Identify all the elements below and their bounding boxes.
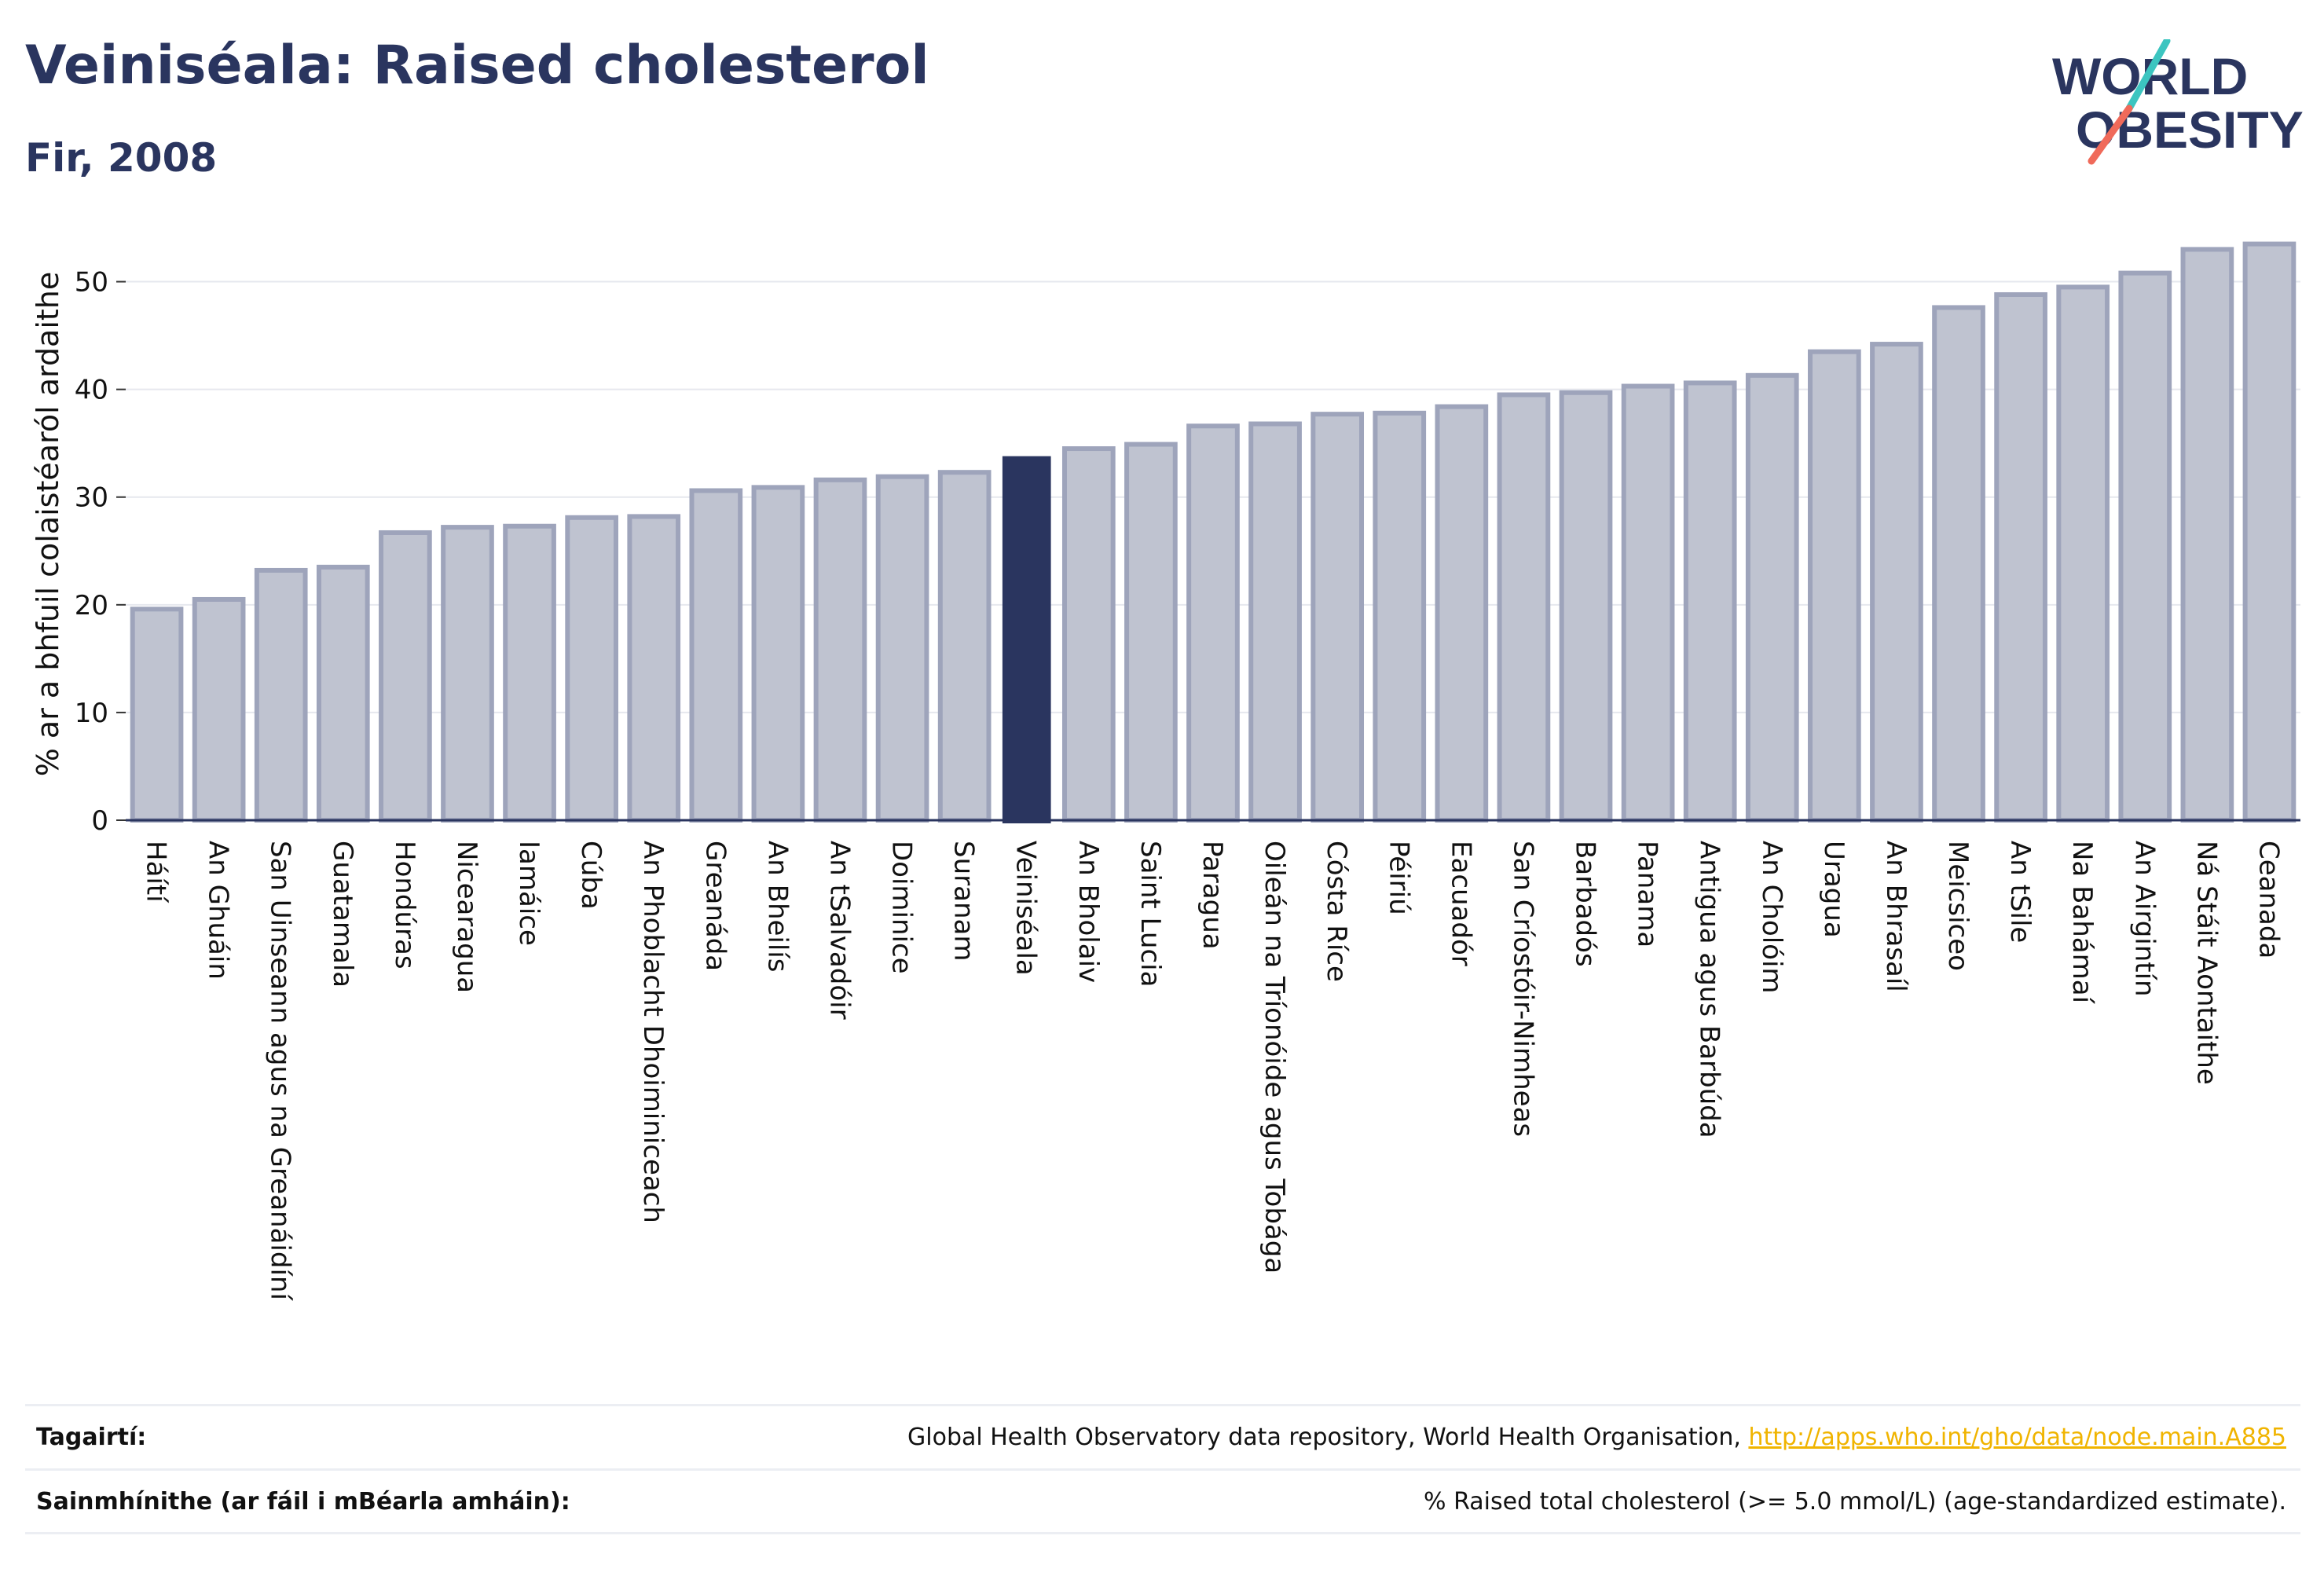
world-obesity-logo: WORLD OBESITY	[2052, 39, 2304, 165]
x-tick-label: An Bhrasaíl	[1880, 841, 1912, 992]
x-tick-label: Hondúras	[389, 841, 420, 969]
bar	[441, 525, 494, 823]
x-tick-label: Suranam	[948, 841, 980, 961]
bar	[1248, 421, 1302, 823]
y-tick-label: 0	[91, 805, 108, 837]
bar	[1745, 372, 1799, 823]
x-tick-label: San Uinseann agus na Greanáidíní	[265, 841, 296, 1301]
bar	[254, 567, 308, 823]
x-tick-label: Meicsiceo	[1942, 841, 1974, 971]
bar	[1683, 380, 1737, 823]
bar	[130, 607, 184, 823]
x-tick-label: Guatamala	[327, 841, 358, 988]
definitions-label: Sainmhínithe (ar fáil i mBéarla amháin):	[36, 1488, 570, 1516]
y-tick-label: 30	[75, 482, 108, 514]
x-tick-label: Panama	[1632, 841, 1663, 947]
bar	[813, 477, 867, 823]
logo-slash-teal	[2125, 39, 2171, 112]
x-tick-label: An Ghuáin	[203, 841, 234, 980]
bar	[1497, 392, 1551, 823]
x-tick-label: Iamáice	[513, 841, 544, 946]
y-tick-label: 10	[75, 698, 108, 729]
bar-chart: 0 10 20 30 40 50 % ar a bhfuil colaistéaról ar…	[31, 241, 2300, 1301]
bar	[1559, 390, 1613, 823]
x-tick-label: Péiriú	[1383, 841, 1414, 915]
bar	[1870, 342, 1923, 823]
references-link[interactable]: http://apps.who.int/gho/data/node.main.A…	[1748, 1424, 2286, 1451]
references-text: Global Health Observatory data repositor…	[907, 1424, 1749, 1451]
bar	[627, 514, 681, 823]
bar	[2242, 241, 2297, 823]
bar	[1932, 305, 1985, 823]
bar	[1621, 383, 1675, 823]
x-tick-label: An Airgintín	[2128, 841, 2160, 997]
x-tick-label: An Bheilís	[761, 841, 793, 972]
x-tick-label: An Phoblacht Dhoiminiceach	[637, 841, 669, 1223]
footer-divider-top	[25, 1404, 2300, 1406]
x-tick-label: Cósta Ríce	[1321, 841, 1352, 982]
bar	[2056, 284, 2110, 823]
x-tick-label: Na Bahámaí	[2066, 841, 2098, 1005]
y-tick-label: 40	[75, 375, 108, 406]
x-tick-label: An tSile	[2004, 841, 2036, 943]
bar	[1808, 349, 1861, 823]
bar	[1186, 423, 1240, 823]
x-tick-label: Antigua agus Barbúda	[1694, 841, 1725, 1138]
bar	[751, 485, 805, 823]
x-tick-label: Saint Lucia	[1135, 841, 1166, 987]
bar	[1061, 446, 1116, 823]
x-tick-label: Cúba	[575, 841, 607, 910]
bar	[875, 474, 929, 823]
bar	[689, 488, 743, 823]
x-tick-label: Háítí	[141, 841, 172, 903]
x-tick-label: An tSalvadóir	[823, 841, 855, 1020]
bar	[2118, 270, 2172, 823]
axes: 0 10 20 30 40 50 % ar a bhfuil colaistéaról ar…	[31, 267, 2300, 837]
bar	[379, 530, 432, 823]
bar	[1994, 291, 2047, 823]
x-tick-label: Oileán na Tríonóide agus Tobága	[1259, 841, 1290, 1274]
x-tick-label: Eacuadór	[1445, 841, 1476, 966]
bar	[1373, 410, 1427, 823]
x-tick-label: San Críostóir-Nimheas	[1507, 841, 1538, 1137]
bar	[503, 523, 556, 823]
x-tick-labels: Háítí An Ghuáin San Uinseann agus na Grean…	[141, 841, 2285, 1301]
footer-divider-middle	[25, 1468, 2300, 1471]
bar	[192, 596, 246, 823]
bar	[2180, 247, 2234, 823]
bar	[937, 470, 992, 823]
chart-subtitle: Fir, 2008	[25, 135, 218, 181]
x-tick-label: Veiniséala	[1010, 841, 1042, 976]
bars	[130, 241, 2297, 823]
references-label: Tagairtí:	[36, 1424, 147, 1451]
x-tick-label: Uragua	[1818, 841, 1849, 938]
bar	[1124, 442, 1178, 823]
x-tick-label: Nicearagua	[451, 841, 482, 993]
x-tick-label: Ceanada	[2253, 841, 2284, 958]
definitions-value: % Raised total cholesterol (>= 5.0 mmol/…	[1424, 1488, 2286, 1516]
x-tick-label: Ná Stáit Aontaithe	[2190, 841, 2222, 1085]
x-tick-label: Barbadós	[1570, 841, 1601, 967]
y-tick-label: 20	[75, 590, 108, 621]
x-tick-label: Paragua	[1197, 841, 1228, 950]
bar	[565, 515, 618, 823]
y-tick-label: 50	[75, 267, 108, 299]
bar-highlighted	[1002, 456, 1051, 823]
bar	[316, 564, 370, 823]
bar	[1310, 412, 1365, 823]
x-tick-label: An Cholóim	[1756, 841, 1787, 994]
chart-title: Veiniséala: Raised cholesterol	[25, 35, 929, 97]
logo-slash-coral	[2088, 104, 2133, 165]
y-axis-label: % ar a bhfuil colaistéaról ardaithe	[31, 272, 65, 777]
footer-divider-bottom	[25, 1532, 2300, 1534]
x-tick-label: Greanáda	[699, 841, 731, 971]
bar	[1435, 404, 1489, 823]
references-value: Global Health Observatory data repositor…	[907, 1424, 2286, 1451]
x-tick-label: An Bholaiv	[1072, 841, 1104, 983]
x-tick-label: Doiminice	[886, 841, 918, 974]
